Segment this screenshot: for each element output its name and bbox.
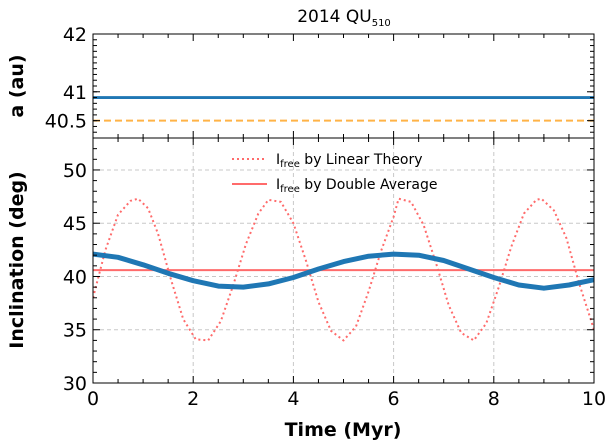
top-panel-y-tick-labels: 40.5 41 42 [45,24,87,133]
y-tick-label: 35 [63,320,87,342]
legend-label-double-average: Ifree by Double Average [276,177,437,195]
top-panel-series [93,96,594,122]
x-tick-labels: 0 2 4 6 8 10 [87,388,606,410]
x-tick-label: 8 [488,388,500,410]
y-tick-label: 45 [63,213,87,235]
bottom-panel-frame [92,137,595,384]
y-tick-label: 30 [63,373,87,395]
x-tick-label: 4 [287,388,299,410]
y-tick-label: 50 [63,160,87,182]
bottom-y-axis-label: Inclination (deg) [6,171,28,348]
legend-label-linear-theory: Ifree by Linear Theory [276,152,423,170]
top-y-axis-label: a (au) [6,54,28,117]
bottom-panel-y-tick-labels: 30 35 40 45 50 [63,160,87,395]
x-tick-label: 2 [187,388,199,410]
bottom-panel-grid [93,138,594,383]
x-axis-label: Time (Myr) [285,419,402,441]
bottom-panel-series [93,197,594,342]
semi-major-axis-points [93,96,594,99]
chart-title: 2014 QU510 [297,7,391,29]
inclination-simulation-line [93,251,594,291]
bottom-panel-ticks [92,138,595,384]
y-tick-label: 40.5 [45,111,87,133]
y-tick-label: 41 [63,82,87,104]
linear-theory-line [93,197,594,342]
y-tick-label: 40 [63,266,87,288]
x-tick-label: 10 [582,388,606,410]
legend: Ifree by Linear Theory Ifree by Double A… [232,152,437,195]
top-panel-frame [92,33,595,139]
x-tick-label: 6 [388,388,400,410]
top-panel-ticks [92,33,595,138]
x-tick-label: 0 [87,388,99,410]
y-tick-label: 42 [63,24,87,46]
